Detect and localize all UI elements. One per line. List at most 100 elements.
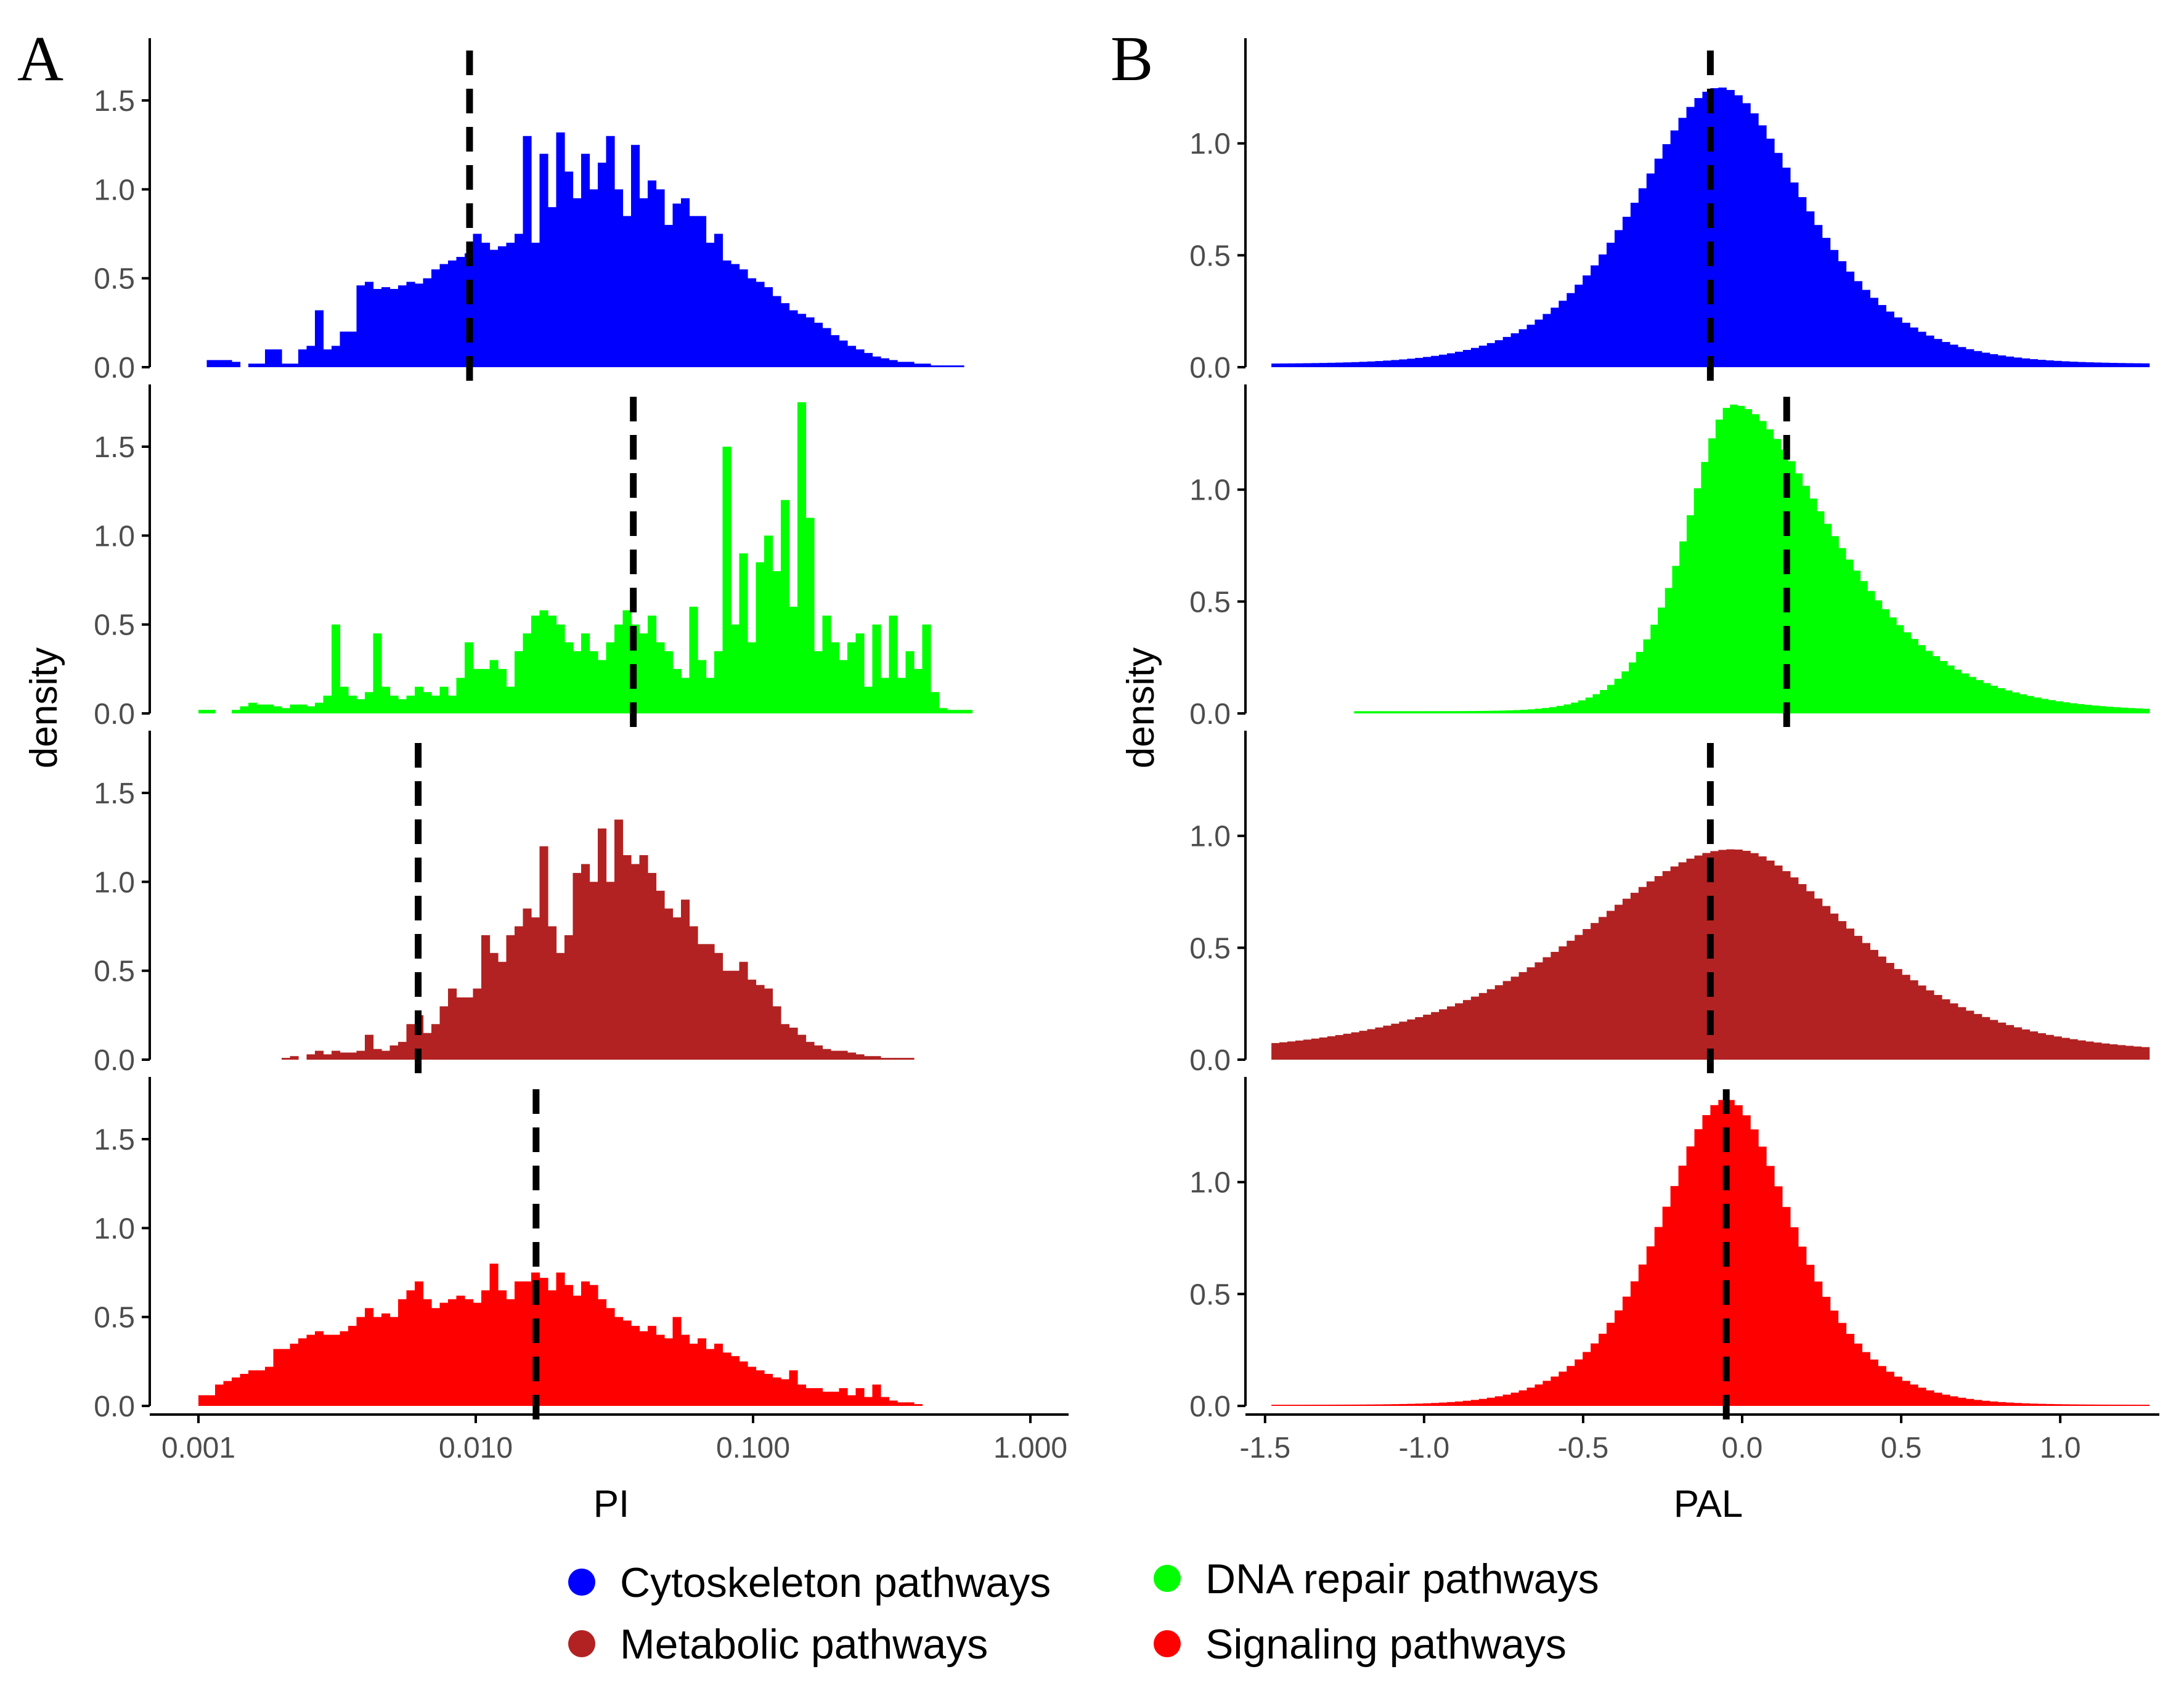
pal-bar-metabolic [2005,1025,2015,1060]
pal-bar-dna-repair [1556,705,1565,713]
pal-bar-signaling [1311,1405,1320,1406]
pal-bar-cytoskeleton [1439,354,1448,367]
pi-bar-signaling [822,1391,831,1406]
pi-bar-dna-repair [914,668,923,713]
pi-bar-dna-repair [714,651,723,713]
pal-bar-dna-repair [2055,701,2063,713]
pi-bar-signaling [855,1388,865,1406]
pi-bar-metabolic [839,1050,848,1060]
pal-bar-metabolic [1431,1012,1440,1060]
pal-bar-signaling [1830,1310,1839,1406]
pal-y-tick-label: 0.0 [1189,698,1231,731]
pal-bar-metabolic [1886,962,1894,1060]
pi-bar-metabolic [639,855,648,1060]
pi-bar-signaling [864,1397,873,1406]
pal-bar-cytoskeleton [1766,139,1775,368]
pal-bar-dna-repair [1412,711,1420,713]
panel-a-bars [198,132,973,1406]
pal-bar-dna-repair [1672,566,1680,713]
pi-bar-signaling [656,1334,665,1406]
pal-bar-metabolic [1439,1009,1448,1060]
pal-bar-cytoskeleton [1790,182,1799,367]
pal-bar-dna-repair [1809,498,1817,713]
pi-bar-metabolic [897,1058,907,1060]
pal-bar-metabolic [1918,985,1926,1060]
pi-bar-dna-repair [273,706,282,713]
pi-bar-dna-repair [381,686,391,713]
pi-bar-cytoskeleton [731,264,740,367]
pal-bar-cytoskeleton [1415,357,1424,367]
pal-bar-cytoskeleton [2101,362,2110,367]
pi-bar-signaling [340,1331,349,1406]
pi-bar-cytoskeleton [639,198,648,367]
pal-bar-dna-repair [1578,700,1586,713]
pal-bar-dna-repair [1419,711,1427,713]
pi-y-tick-label: 0.5 [94,956,135,988]
pi-bar-metabolic [881,1058,890,1060]
pal-bar-cytoskeleton [2037,360,2046,367]
pal-bar-signaling [1407,1403,1416,1406]
pal-bar-metabolic [2045,1034,2054,1060]
pal-bar-signaling [2125,1405,2134,1406]
pi-y-tick-label: 0.0 [94,698,135,731]
pi-bar-cytoskeleton [465,253,474,367]
pal-bar-signaling [1662,1206,1671,1406]
panel-a-median-lines [415,51,637,1423]
pi-bar-cytoskeleton [889,360,898,367]
pal-bar-cytoskeleton [1407,359,1416,367]
pal-bar-signaling [1957,1397,1966,1406]
pal-bar-dna-repair [1506,710,1514,713]
pal-bar-dna-repair [1534,708,1542,713]
pi-bar-dna-repair [889,615,898,713]
pal-bar-signaling [1375,1404,1384,1406]
pal-bar-cytoskeleton [1981,352,1990,367]
pi-bar-signaling [348,1326,357,1406]
pi-bar-dna-repair [348,696,357,713]
pi-bar-dna-repair [489,660,499,713]
pal-bar-metabolic [1591,923,1599,1060]
pi-bar-metabolic [622,855,632,1060]
pal-y-tick-label: 1.0 [1189,474,1231,507]
pal-bar-dna-repair [2026,696,2034,713]
pi-bar-dna-repair [515,651,524,713]
pi-bar-metabolic [772,1006,781,1060]
pal-bar-metabolic [1662,871,1671,1060]
pi-bar-metabolic [381,1050,391,1060]
pal-bar-signaling [1965,1399,1974,1406]
pal-bar-dna-repair [1693,488,1701,713]
pal-bar-cytoskeleton [2029,359,2038,367]
pal-bar-metabolic [1997,1022,2007,1060]
pal-bar-cytoskeleton [1782,168,1791,367]
panel-b-axes: 0.0 0.5 1.0 0.0 0.5 1.0 0.0 0.5 1.0 0.0 0.5 1.0 -1.5… [1189,38,2159,1464]
pal-bar-dna-repair [1947,665,1955,713]
pal-bar-signaling [1462,1400,1472,1406]
pal-bar-dna-repair [2084,705,2092,713]
pi-bar-cytoskeleton [681,198,690,367]
pal-bar-signaling [1303,1405,1312,1406]
pal-bar-metabolic [2021,1029,2031,1060]
pal-bar-dna-repair [1455,711,1463,713]
pal-y-tick-label: 0.5 [1189,1278,1231,1311]
pi-bar-signaling [831,1391,840,1406]
pi-bar-metabolic [348,1052,357,1060]
pi-bar-cytoskeleton [614,189,624,367]
pi-bar-dna-repair [539,610,548,713]
pi-bar-signaling [648,1326,657,1406]
pal-bar-dna-repair [1838,548,1846,713]
pi-bar-cytoskeleton [406,282,415,367]
pal-bar-signaling [2141,1405,2150,1406]
pi-y-tick-label: 1.0 [94,1212,135,1245]
pal-bar-signaling [1431,1403,1440,1406]
pi-bar-signaling [698,1338,707,1406]
legend-label-dna-repair: DNA repair pathways [1205,1556,1599,1602]
pi-bar-cytoskeleton [905,362,915,367]
pal-bar-metabolic [1949,1003,1958,1060]
pi-bar-dna-repair [839,660,848,713]
pal-bar-metabolic [1750,853,1759,1060]
pal-bar-dna-repair [1846,559,1854,713]
pi-bar-cytoskeleton [955,365,964,367]
pal-bar-dna-repair [1968,676,1976,713]
pal-bar-signaling [1989,1401,1999,1406]
pi-bar-metabolic [481,935,491,1060]
pi-bar-signaling [306,1334,316,1406]
